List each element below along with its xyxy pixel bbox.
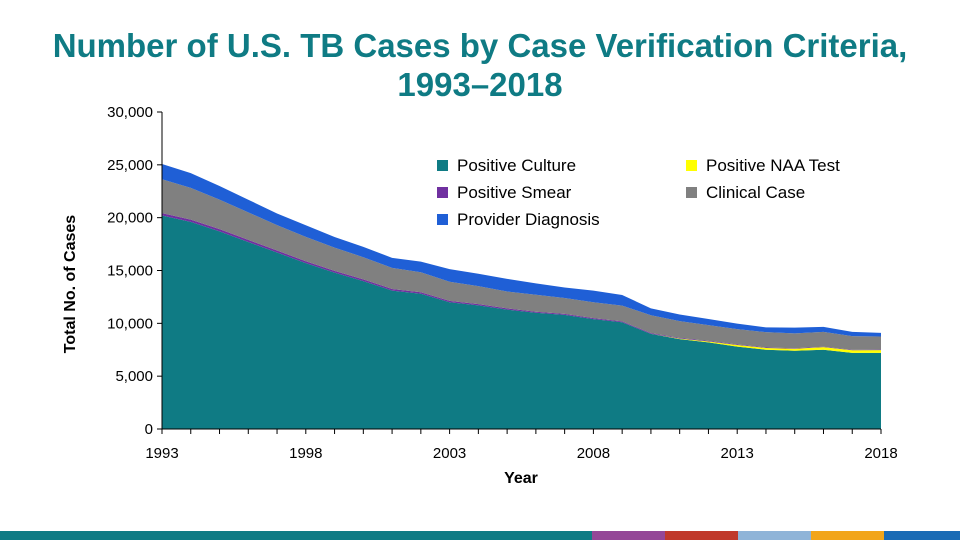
area-positive-culture — [162, 215, 881, 429]
footer-color-segment — [738, 531, 811, 540]
footer-color-segment — [74, 531, 148, 540]
x-axis: 1993 1998 2003 2008 2013 2018 — [145, 429, 898, 462]
footer-color-bar — [0, 531, 960, 540]
footer-color-segment — [0, 531, 74, 540]
legend-label-positive-naa-test: Positive NAA Test — [706, 156, 840, 175]
footer-color-segment — [884, 531, 960, 540]
y-tick-label: 20,000 — [107, 210, 153, 227]
x-tick-label: 1998 — [289, 445, 322, 462]
footer-color-segment — [222, 531, 296, 540]
legend-label-provider-diagnosis: Provider Diagnosis — [457, 210, 600, 229]
y-tick-label: 15,000 — [107, 263, 153, 280]
legend-label-clinical-case: Clinical Case — [706, 183, 805, 202]
footer-color-segment — [518, 531, 592, 540]
legend: Positive Culture Positive NAA Test Positiv… — [437, 156, 840, 229]
area-layers — [162, 163, 881, 429]
legend-swatch-positive-culture — [437, 160, 448, 171]
legend-swatch-positive-smear — [437, 187, 448, 198]
x-axis-title: Year — [504, 470, 538, 487]
legend-swatch-clinical-case — [686, 187, 697, 198]
chart-title-line-2: 1993–2018 — [397, 66, 563, 103]
x-tick-label: 2013 — [721, 445, 754, 462]
footer-color-segment — [296, 531, 370, 540]
legend-swatch-provider-diagnosis — [437, 214, 448, 225]
y-tick-label: 10,000 — [107, 315, 153, 332]
footer-color-segment — [370, 531, 444, 540]
area-clinical-case — [162, 179, 881, 350]
y-tick-label: 5,000 — [115, 368, 153, 385]
legend-swatch-positive-naa-test — [686, 160, 697, 171]
footer-color-segment — [811, 531, 884, 540]
footer-color-segment — [592, 531, 665, 540]
x-tick-label: 1993 — [145, 445, 178, 462]
legend-label-positive-culture: Positive Culture — [457, 156, 576, 175]
x-tick-label: 2008 — [577, 445, 610, 462]
footer-color-segment — [148, 531, 222, 540]
legend-label-positive-smear: Positive Smear — [457, 183, 572, 202]
chart-title: Number of U.S. TB Cases by Case Verifica… — [0, 26, 960, 104]
x-tick-label: 2003 — [433, 445, 466, 462]
x-tick-label: 2018 — [864, 445, 897, 462]
footer-color-segment — [665, 531, 738, 540]
y-tick-label: 25,000 — [107, 157, 153, 174]
y-axis-title: Total No. of Cases — [62, 215, 79, 353]
y-tick-label: 30,000 — [107, 104, 153, 121]
y-axis: 0 5,000 10,000 15,000 20,000 25,000 30,000 — [107, 104, 162, 438]
chart-title-line-1: Number of U.S. TB Cases by Case Verifica… — [52, 27, 908, 64]
footer-color-segment — [444, 531, 518, 540]
y-tick-label: 0 — [145, 421, 153, 438]
